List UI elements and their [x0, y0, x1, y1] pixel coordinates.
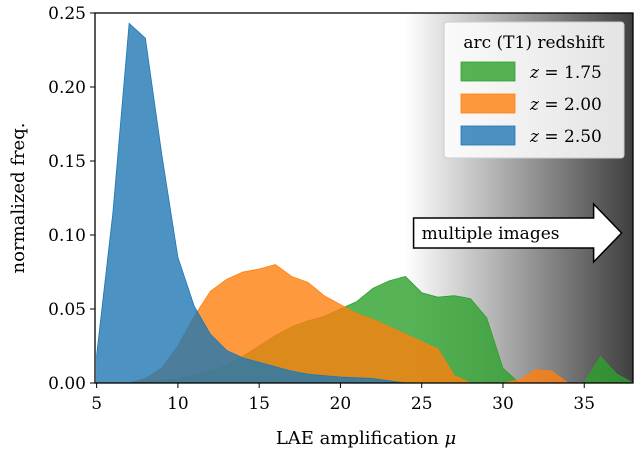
legend-entry-label: z = 1.75	[529, 63, 602, 83]
y-axis-label: normalized freq.	[8, 123, 29, 274]
legend: arc (T1) redshift z = 1.75 z = 2.00 z = 2.…	[443, 21, 625, 159]
legend-entry-label: z = 2.50	[529, 127, 602, 147]
legend-swatch	[460, 125, 516, 146]
data-areas	[96, 22, 634, 384]
x-axis-ticks: 5 10 15 20 25 30 35	[91, 383, 595, 414]
x-tick-label: 35	[573, 394, 595, 414]
annotation-label: multiple images	[422, 224, 560, 244]
y-tick-label: 0.10	[48, 226, 86, 246]
legend-title: arc (T1) redshift	[463, 33, 604, 53]
x-tick-label: 5	[91, 394, 102, 414]
area-series-2	[96, 22, 406, 384]
x-tick-label: 30	[492, 394, 514, 414]
y-tick-label: 0.15	[48, 152, 86, 172]
multiple-images-annotation: multiple images	[412, 202, 623, 264]
legend-swatch	[460, 93, 516, 114]
right-arrow-icon	[412, 202, 623, 264]
y-axis-ticks: 0.00 0.05 0.10 0.15 0.20 0.25	[48, 4, 95, 394]
y-tick-label: 0.05	[48, 300, 86, 320]
legend-entry-label: z = 2.00	[529, 95, 602, 115]
y-tick-label: 0.25	[48, 4, 86, 24]
x-tick-label: 10	[167, 394, 189, 414]
x-tick-label: 15	[248, 394, 270, 414]
x-axis-label: LAE amplification μ	[276, 428, 456, 449]
y-tick-label: 0.00	[48, 374, 86, 394]
x-tick-label: 20	[330, 394, 352, 414]
legend-box	[443, 21, 625, 159]
plot-frame	[94, 12, 634, 384]
y-tick-label: 0.20	[48, 78, 86, 98]
legend-swatch	[460, 61, 516, 82]
x-tick-label: 25	[411, 394, 433, 414]
